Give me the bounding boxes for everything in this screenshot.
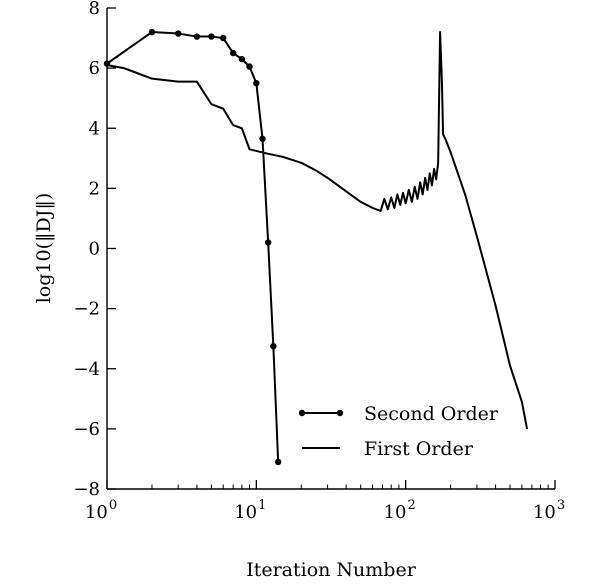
- series-point-0: [220, 34, 227, 42]
- y-tick-label: 8: [89, 0, 100, 19]
- y-tick-label: −6: [73, 419, 100, 440]
- series-line-0: [106, 31, 280, 462]
- x-tick-label: 102: [384, 498, 416, 523]
- y-tick-label: −2: [73, 299, 100, 320]
- series-point-0: [148, 28, 156, 36]
- series-point-0: [230, 49, 237, 57]
- series-point-0: [238, 55, 246, 63]
- y-tick-label: 2: [89, 178, 100, 199]
- y-tick-label: 6: [89, 58, 100, 79]
- series-point-0: [274, 458, 282, 466]
- series-point-0: [175, 30, 182, 37]
- y-ticks: −8 −6 −4 −2 0 2 4 6 8: [73, 0, 116, 500]
- plot-area: [103, 28, 529, 466]
- y-tick-label: 4: [89, 118, 100, 139]
- series-point-0: [270, 343, 277, 350]
- y-tick-label: −8: [73, 479, 100, 500]
- legend-marker: [336, 409, 344, 417]
- legend-marker: [298, 409, 306, 417]
- series-point-0: [264, 239, 272, 246]
- y-tick-label: 0: [89, 239, 100, 260]
- legend-label-1: First Order: [364, 438, 474, 460]
- y-tick-label: −4: [73, 359, 100, 380]
- series-line-1: [106, 31, 529, 430]
- x-tick-label: 103: [533, 498, 565, 523]
- series-point-0: [259, 135, 266, 142]
- x-tick-label: 100: [85, 498, 117, 523]
- x-axis-title: Iteration Number: [246, 559, 417, 581]
- series-point-0: [246, 63, 253, 70]
- x-tick-label: 101: [234, 498, 266, 523]
- y-axis-title: log10(‖DJ‖): [33, 193, 55, 304]
- series-point-0: [208, 33, 215, 40]
- x-ticks: 100 101 102 103: [85, 480, 565, 523]
- legend-label-0: Second Order: [364, 403, 499, 425]
- series-point-0: [253, 79, 260, 87]
- series-point-0: [193, 33, 201, 40]
- legend: Second Order First Order: [298, 403, 499, 460]
